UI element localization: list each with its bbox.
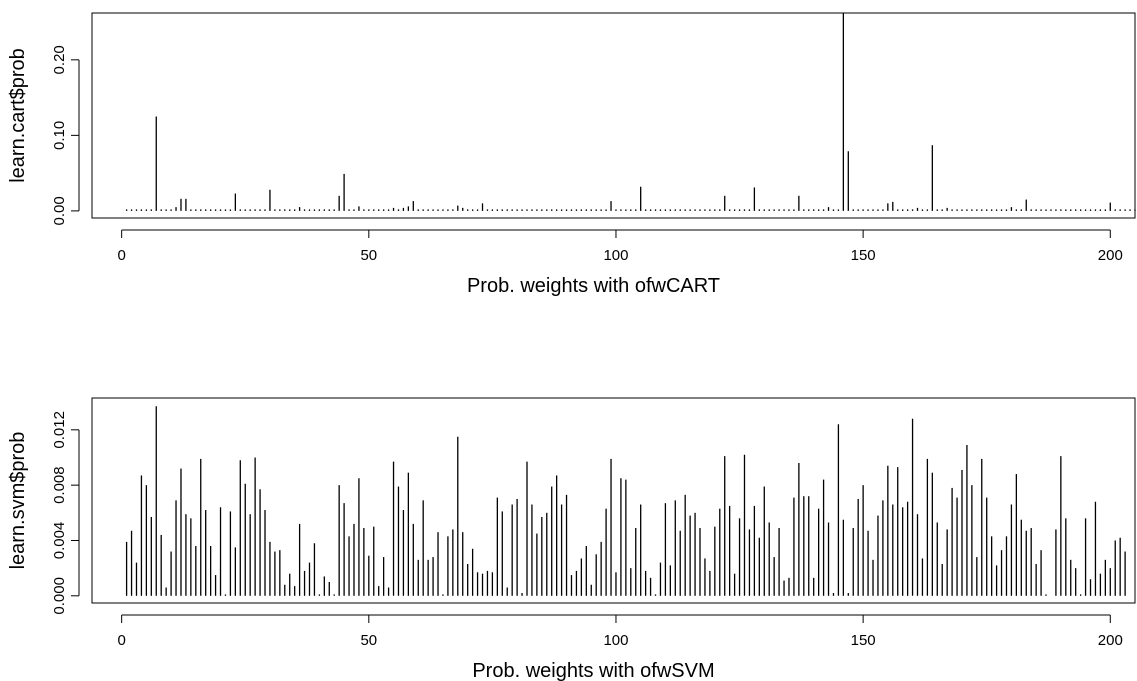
svm-x-axis: 0 50 100 150 200 [117,614,1123,649]
svm-plot-frame [91,397,1136,604]
cart-y-tick-label: 0.00 [51,196,68,225]
svm-y-axis: 0.000 0.004 0.008 0.012 [51,411,80,615]
svm-x-tick-label: 200 [1098,632,1123,649]
svm-x-tick-label: 100 [603,632,628,649]
svm-panel: 0 50 100 150 200 0.000 0.004 0.008 0.012 Prob. … [7,397,1136,681]
svm-x-tick-label: 0 [117,632,125,649]
cart-x-tick-label: 150 [851,247,876,264]
svm-bars [125,406,1126,596]
cart-panel: 0 50 100 150 200 0.00 0.10 0.20 Prob. weights … [7,12,1136,297]
svm-y-tick-label: 0.000 [51,577,68,615]
cart-plot-frame [91,12,1136,219]
cart-x-tick-label: 100 [603,247,628,264]
svm-y-tick-label: 0.004 [51,522,68,560]
cart-y-tick-label: 0.10 [51,121,68,150]
svm-x-axis-label: Prob. weights with ofwSVM [472,660,714,681]
cart-bars [125,13,1136,211]
svm-x-tick-label: 150 [851,632,876,649]
svm-y-tick-label: 0.012 [51,411,68,449]
svm-x-tick-label: 50 [360,632,377,649]
cart-x-axis-label: Prob. weights with ofwCART [467,275,720,297]
cart-x-tick-label: 200 [1098,247,1123,264]
svm-y-axis-label: learn.svm$prob [7,432,29,570]
cart-x-tick-label: 0 [117,247,125,264]
svm-y-tick-label: 0.008 [51,466,68,504]
cart-x-axis: 0 50 100 150 200 [117,229,1123,264]
cart-y-axis: 0.00 0.10 0.20 [51,45,80,226]
cart-y-axis-label: learn.cart$prob [7,48,29,183]
cart-x-tick-label: 50 [360,247,377,264]
cart-y-tick-label: 0.20 [51,45,68,74]
